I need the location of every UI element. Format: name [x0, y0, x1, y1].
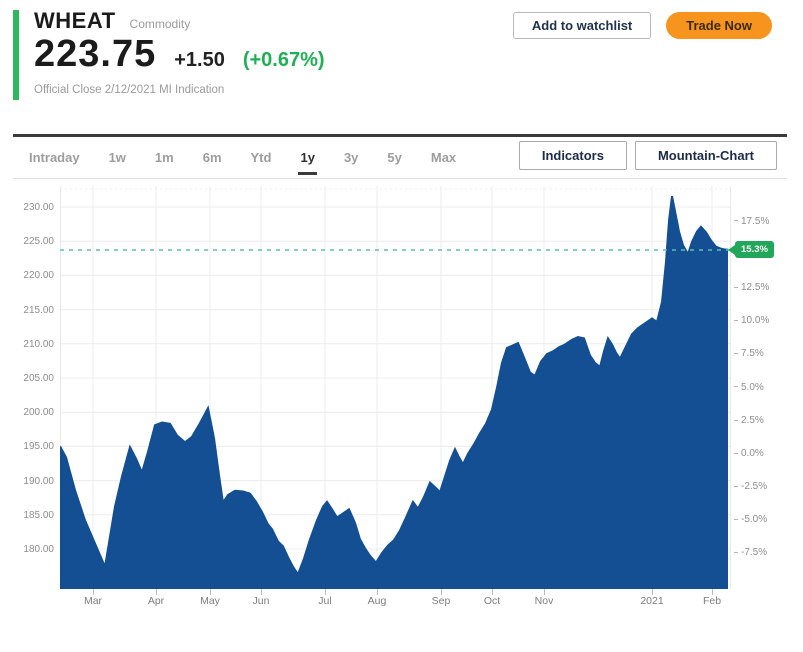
official-close-note: Official Close 2/12/2021 MI Indication [34, 84, 225, 96]
chart-toolbar: Intraday 1w 1m 6m Ytd 1y 3y 5y Max Indicators Mo… [13, 137, 787, 179]
last-price-badge-arrow [728, 244, 735, 255]
month-tick [712, 589, 713, 595]
last-price: 223.75 [34, 33, 157, 75]
percent-tick-label: 0.0% [734, 448, 764, 459]
price-tick-label: 195.00 [23, 441, 54, 453]
price-tick-label: 185.00 [23, 509, 54, 521]
percent-tick-label: 10.0% [734, 315, 769, 326]
percent-tick-label: -5.0% [734, 514, 767, 525]
month-tick-label: May [200, 595, 220, 607]
range-tab-3y[interactable]: 3y [343, 149, 359, 165]
price-tick-label: 210.00 [23, 338, 54, 350]
symbol-title: WHEAT [34, 8, 116, 33]
month-tick [441, 589, 442, 595]
month-tick [652, 589, 653, 595]
price-tick-label: 200.00 [23, 407, 54, 419]
indicators-button[interactable]: Indicators [518, 141, 627, 170]
trade-now-button[interactable]: Trade Now [666, 12, 772, 39]
month-tick-label: Jun [252, 595, 270, 607]
price-tick-label: 205.00 [23, 372, 54, 384]
range-tab-1y[interactable]: 1y [298, 141, 317, 175]
month-tick-label: Aug [367, 595, 387, 607]
mountain-chart-svg[interactable] [60, 186, 731, 589]
chart-card-top-border [13, 134, 787, 137]
month-tick [261, 589, 262, 595]
month-tick [325, 589, 326, 595]
month-tick [377, 589, 378, 595]
month-tick-label: 2021 [640, 595, 664, 607]
price-change-percent: (+0.67%) [242, 49, 325, 71]
month-tick [93, 589, 94, 595]
price-tick-label: 190.00 [23, 475, 54, 487]
month-tick-label: Apr [147, 595, 165, 607]
price-tick-label: 220.00 [23, 270, 54, 282]
percent-tick-label: 17.5% [734, 216, 769, 227]
range-tab-1m[interactable]: 1m [154, 149, 174, 165]
percent-tick-label: -2.5% [734, 481, 767, 492]
month-tick [544, 589, 545, 595]
percent-tick-label: -7.5% [734, 547, 767, 558]
range-tab-max[interactable]: Max [430, 149, 457, 165]
price-tick-label: 180.00 [23, 543, 54, 555]
month-tick [210, 589, 211, 595]
month-tick-label: Nov [534, 595, 554, 607]
range-tab-5y[interactable]: 5y [387, 149, 402, 165]
month-tick-label: Feb [702, 595, 722, 607]
chart-area[interactable]: 230.00 225.00 220.00 215.00 210.00 205.00 200.… [0, 186, 803, 616]
month-tick-label: Jul [318, 595, 332, 607]
month-tick [156, 589, 157, 595]
month-tick [492, 589, 493, 595]
price-tick-label: 230.00 [23, 201, 54, 213]
month-tick-label: Mar [83, 595, 103, 607]
chart-type-button[interactable]: Mountain-Chart [634, 141, 777, 170]
instrument-type-label: Commodity [129, 17, 191, 31]
range-tabs: Intraday 1w 1m 6m Ytd 1y 3y 5y Max [27, 137, 483, 178]
month-tick-label: Sep [431, 595, 451, 607]
last-price-badge: 15.3% [735, 241, 774, 259]
percent-tick-label: 5.0% [734, 382, 764, 393]
price-tick-label: 215.00 [23, 304, 54, 316]
month-tick-label: Oct [483, 595, 501, 607]
percent-tick-label: 2.5% [734, 415, 764, 426]
last-price-dashed-line [60, 248, 731, 251]
price-tick-label: 225.00 [23, 236, 54, 248]
add-to-watchlist-button[interactable]: Add to watchlist [512, 12, 652, 39]
price-change: +1.50 [174, 49, 225, 71]
accent-bar [13, 10, 19, 100]
percent-tick-label: 12.5% [734, 282, 769, 293]
percent-tick-label: 7.5% [734, 348, 764, 359]
range-tab-ytd[interactable]: Ytd [250, 149, 272, 165]
range-tab-intraday[interactable]: Intraday [29, 149, 80, 165]
range-tab-1w[interactable]: 1w [108, 149, 126, 165]
range-tab-6m[interactable]: 6m [202, 149, 222, 165]
